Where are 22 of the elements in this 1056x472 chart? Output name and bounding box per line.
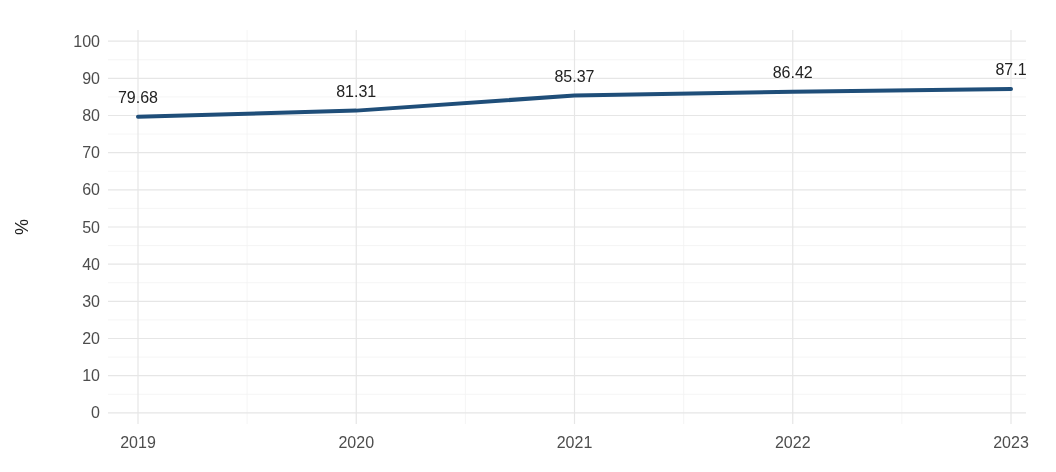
y-tick-label: 20	[82, 330, 101, 348]
y-axis-title: %	[12, 218, 32, 236]
y-tick-label: 100	[73, 32, 101, 50]
x-tick-label: 2020	[338, 434, 375, 451]
y-tick-label: 10	[82, 367, 101, 385]
data-label: 86.42	[772, 63, 813, 81]
y-tick-label: 60	[82, 181, 101, 199]
y-tick-label: 90	[82, 69, 101, 87]
y-tick-label: 30	[82, 292, 101, 310]
y-tick-label: 50	[82, 218, 101, 236]
y-tick-label: 40	[82, 255, 101, 273]
x-tick-label: 2021	[556, 434, 593, 451]
y-tick-label: 70	[82, 144, 101, 162]
y-tick-label: 80	[82, 107, 101, 125]
y-tick-label: 0	[91, 404, 101, 422]
x-tick-label: 2022	[774, 434, 811, 451]
data-label: 87.1	[995, 61, 1027, 79]
x-tick-label: 2023	[993, 434, 1029, 451]
data-label: 85.37	[554, 67, 595, 85]
x-tick-label: 2019	[120, 434, 156, 451]
data-label: 79.68	[117, 88, 159, 106]
data-label: 81.31	[336, 82, 377, 100]
